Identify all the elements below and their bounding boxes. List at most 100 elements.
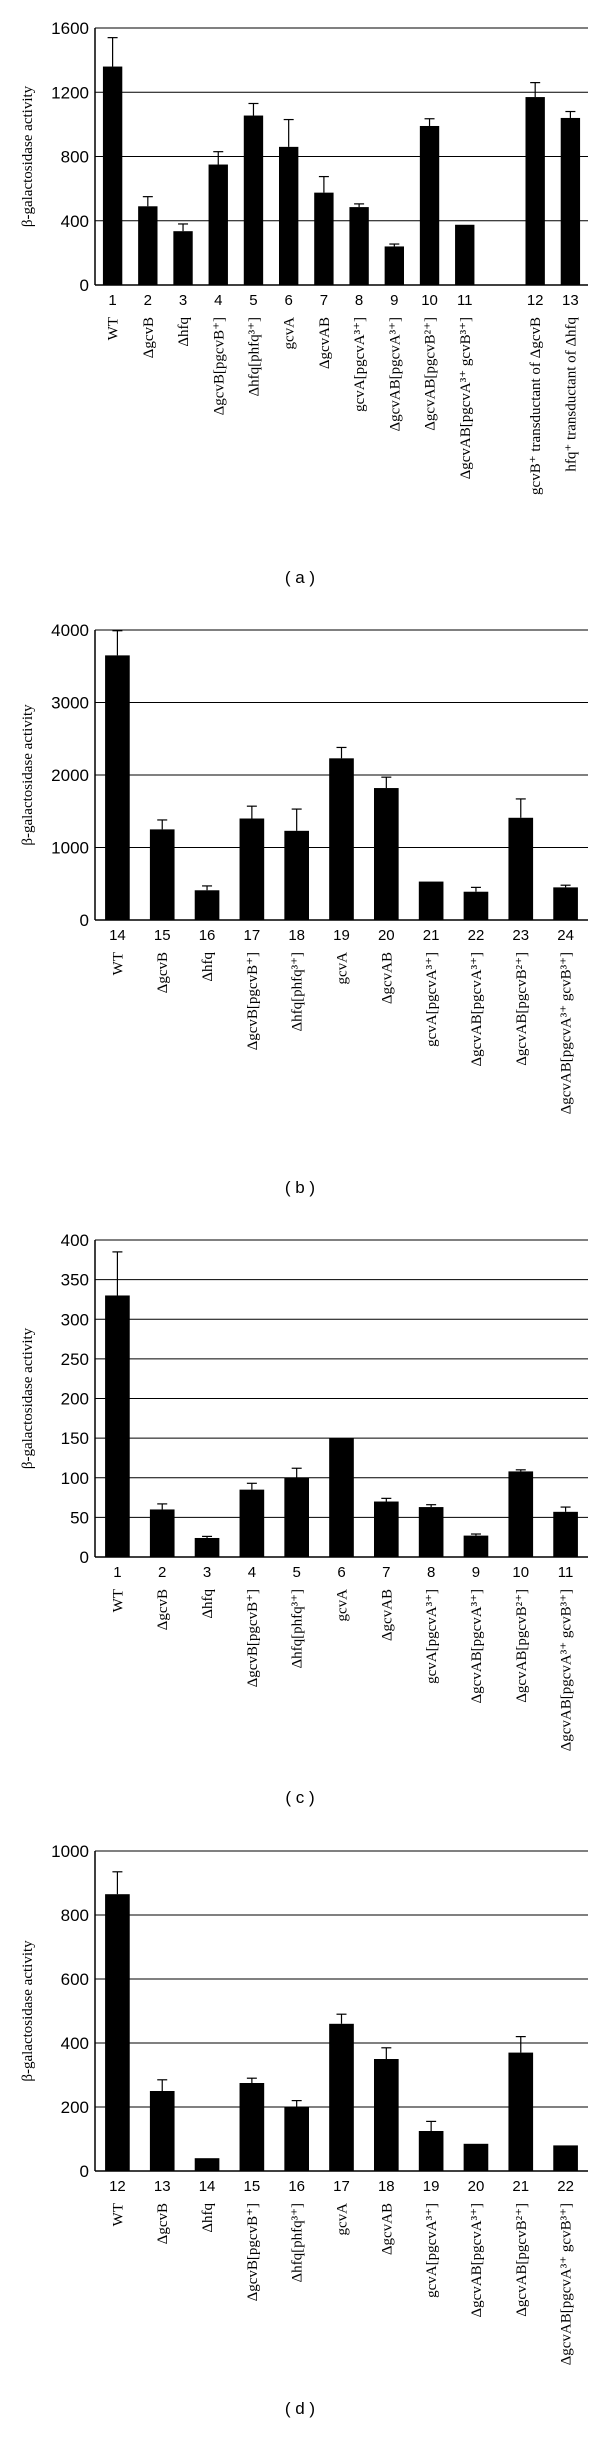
bar <box>329 758 354 920</box>
bar-number-label: 13 <box>562 292 579 309</box>
panel-label-d: ( d ) <box>284 2399 316 2418</box>
bar <box>508 1471 534 1557</box>
y-tick-label: 200 <box>61 2098 89 2117</box>
bar-number-label: 9 <box>472 1564 480 1581</box>
bar-number-label: 24 <box>557 927 574 944</box>
bar <box>173 231 193 285</box>
x-category-label: ΔgcvB <box>141 317 157 358</box>
x-category-label: gcvA[pgcvA³⁺] <box>424 2203 440 2298</box>
bar <box>553 1511 578 1557</box>
bar-number-label: 7 <box>382 1564 390 1581</box>
bar <box>463 891 489 920</box>
bar-number-label: 12 <box>109 2178 126 2195</box>
y-tick-label: 250 <box>61 1350 89 1369</box>
bar <box>349 207 369 285</box>
bar-number-label: 12 <box>527 292 544 309</box>
chart-panel-c: 0 50 100 150 200 250 300 350 400 β-galactosidase … <box>0 1220 600 1831</box>
x-category-label: ΔgcvAB[pgcvA³⁺ gcvB³⁺] <box>559 2203 575 2365</box>
y-tick-label: 2000 <box>51 766 89 785</box>
bar-number-label: 2 <box>158 1564 166 1581</box>
bar-number-label: 19 <box>333 927 350 944</box>
bar-number-label: 2 <box>144 292 152 309</box>
bar-number-label: 14 <box>109 927 126 944</box>
y-tick-label: 0 <box>80 1548 89 1567</box>
chart-panel-a: 0 400 800 1200 1600 β-galactosidase activity 1… <box>0 0 600 610</box>
y-tick-label: 50 <box>70 1508 89 1527</box>
bar-number-label: 13 <box>154 2178 171 2195</box>
y-tick-label: 0 <box>80 276 89 295</box>
bar <box>463 1535 489 1557</box>
bar <box>418 881 444 920</box>
x-category-label: gcvA[pgcvA³⁺] <box>424 1589 440 1684</box>
bar <box>284 2107 310 2171</box>
bar <box>239 2083 265 2171</box>
bar-number-label: 17 <box>244 927 261 944</box>
bar <box>239 818 265 920</box>
bar-number-label: 16 <box>288 2178 305 2195</box>
bar-number-label: 3 <box>179 292 187 309</box>
y-tick-label: 1200 <box>51 83 89 102</box>
y-tick-label: 4000 <box>51 621 89 640</box>
bar <box>284 1477 310 1557</box>
x-category-label: ΔgcvAB <box>317 317 333 369</box>
bar-number-label: 16 <box>199 927 216 944</box>
x-category-label: gcvA <box>335 952 351 985</box>
x-category-label: hfq⁺ transductant of Δhfq <box>563 317 579 472</box>
bar <box>105 1295 130 1557</box>
x-category-label: WT <box>110 2203 126 2226</box>
bar <box>553 2145 578 2171</box>
bar-number-label: 10 <box>421 292 438 309</box>
bar <box>102 66 123 285</box>
bar <box>243 115 264 286</box>
bar-number-label: 11 <box>558 1564 574 1581</box>
bar-number-label: 18 <box>378 2178 395 2195</box>
chart-a: 0 400 800 1200 1600 β-galactosidase activity 1… <box>20 19 588 495</box>
bar-number-label: 23 <box>512 927 529 944</box>
x-category-label: WT <box>110 1589 126 1612</box>
bar-number-label: 1 <box>108 292 116 309</box>
bar-number-label: 1 <box>113 1564 121 1581</box>
x-category-label: ΔgcvAB[pgcvB²⁺] <box>423 317 439 431</box>
bar <box>194 890 220 920</box>
bar <box>208 164 228 285</box>
bar-number-label: 14 <box>199 2178 216 2195</box>
x-category-label: ΔgcvB <box>155 952 171 993</box>
y-tick-label: 0 <box>80 2162 89 2181</box>
bar <box>278 146 299 285</box>
x-category-label: Δhfq[phfq³⁺] <box>290 1589 306 1669</box>
x-category-label: WT <box>110 952 126 975</box>
bar-number-label: 6 <box>285 292 293 309</box>
y-tick-label: 200 <box>61 1390 89 1409</box>
y-tick-label: 400 <box>61 2034 89 2053</box>
x-category-label: Δhfq[phfq³⁺] <box>290 2203 306 2283</box>
bar-number-label: 3 <box>203 1564 211 1581</box>
bar <box>105 1894 130 2171</box>
bar <box>149 829 175 920</box>
bar <box>194 2158 220 2171</box>
chart-c: 0 50 100 150 200 250 300 350 400 β-galactosidase … <box>20 1231 588 1751</box>
x-category-label: ΔgcvAB[pgcvB²⁺] <box>514 2203 530 2317</box>
bar <box>508 2052 534 2171</box>
bar <box>384 246 405 285</box>
y-tick-label: 1000 <box>51 839 89 858</box>
panel-label-c: ( c ) <box>285 1788 315 1807</box>
bar <box>329 1438 354 1557</box>
bar <box>149 1509 175 1557</box>
bar <box>105 655 130 920</box>
bar-number-label: 11 <box>457 292 473 309</box>
bar <box>418 2131 444 2171</box>
bar-number-label: 8 <box>427 1564 435 1581</box>
bar <box>284 830 310 920</box>
x-category-label: ΔgcvB[pgcvB⁺] <box>245 1589 261 1687</box>
y-tick-label: 350 <box>61 1271 89 1290</box>
x-category-label: ΔgcvAB[pgcvA³⁺] <box>469 952 485 1067</box>
x-category-label: Δhfq <box>200 2203 216 2233</box>
x-category-label: gcvB⁺ transductant of ΔgcvB <box>528 317 544 495</box>
x-category-label: ΔgcvAB[pgcvA³⁺ gcvB³⁺] <box>559 952 575 1114</box>
x-category-label: ΔgcvAB <box>379 2203 395 2255</box>
chart-d: 0 200 400 600 800 1000 β-galactosidase activit… <box>20 1842 588 2365</box>
bar <box>373 788 399 920</box>
y-tick-label: 100 <box>61 1469 89 1488</box>
x-category-label: Δhfq <box>200 1589 216 1619</box>
bar-number-label: 22 <box>468 927 485 944</box>
